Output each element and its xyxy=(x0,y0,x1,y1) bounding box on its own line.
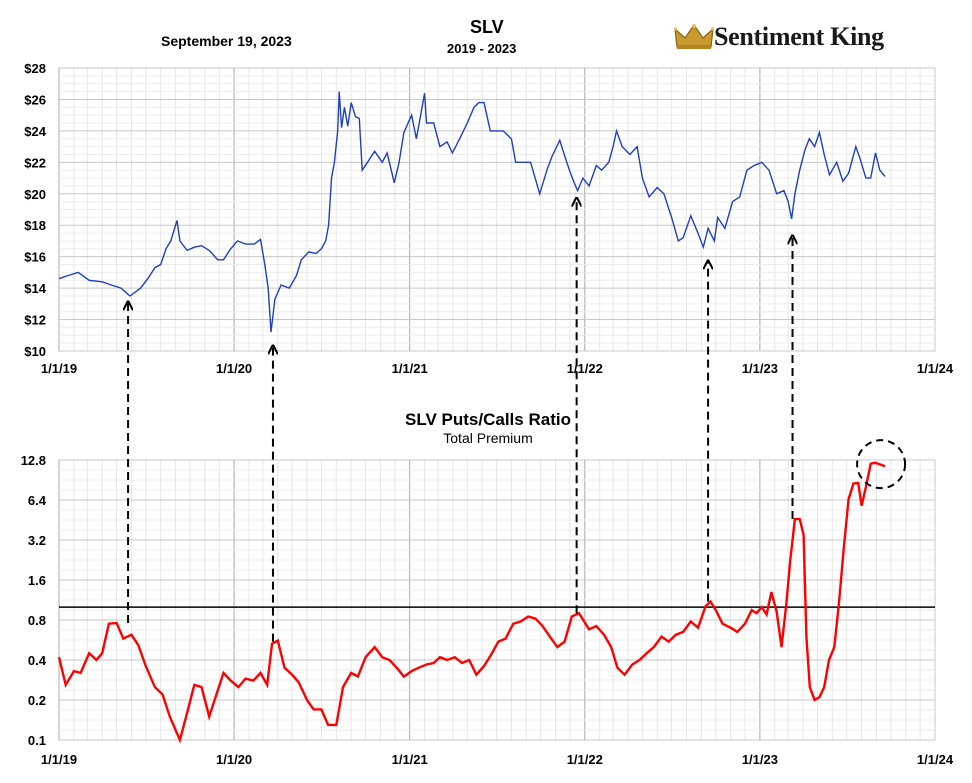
puts-calls-ratio-line xyxy=(57,461,886,744)
ratio-y-tick-label: 3.2 xyxy=(28,533,46,548)
price-x-tick-label: 1/1/22 xyxy=(567,361,603,376)
price-x-tick-label: 1/1/21 xyxy=(392,361,428,376)
ratio-y-tick-label: 1.6 xyxy=(28,573,46,588)
ratio-y-tick-label: 0.4 xyxy=(28,653,47,668)
ratio-y-tick-labels: 0.1 0.2 0.4 0.8 1.6 3.2 6.4 12.8 xyxy=(21,453,47,748)
price-y-tick-label: $16 xyxy=(24,250,46,265)
latest-reading-circle xyxy=(856,439,907,490)
signal-arrows xyxy=(128,198,792,642)
ratio-x-tick-label: 1/1/22 xyxy=(567,752,603,767)
report-date: September 19, 2023 xyxy=(161,33,292,49)
ratio-x-tick-label: 1/1/24 xyxy=(917,752,954,767)
crown-icon xyxy=(674,23,714,49)
slv-price-line xyxy=(58,91,886,333)
ratio-grid xyxy=(58,459,935,741)
ratio-y-tick-label: 0.1 xyxy=(28,733,46,748)
price-grid xyxy=(58,67,935,352)
price-chart: $10$12$14$16$18$20$22$24$26$28 1/1/19 1/1… xyxy=(24,61,954,376)
price-y-tick-label: $26 xyxy=(24,92,46,107)
ratio-y-tick-label: 0.8 xyxy=(28,613,46,628)
ratio-x-tick-label: 1/1/20 xyxy=(216,752,252,767)
price-chart-subtitle: 2019 - 2023 xyxy=(447,41,517,56)
price-x-tick-labels: 1/1/19 1/1/20 1/1/21 1/1/22 1/1/23 1/1/24 xyxy=(41,361,954,376)
brand-logo: Sentiment King xyxy=(674,22,884,52)
price-x-tick-label: 1/1/23 xyxy=(742,361,778,376)
price-y-tick-label: $18 xyxy=(24,218,46,233)
price-y-tick-label: $12 xyxy=(24,313,46,328)
price-y-tick-label: $10 xyxy=(24,344,46,359)
price-y-tick-labels: $10 $12 $14 $16 $18 $20 $22 $24 $26 $28 xyxy=(24,61,46,359)
price-y-tick-label: $22 xyxy=(24,155,46,170)
ratio-chart-subtitle: Total Premium xyxy=(443,430,532,446)
price-y-tick-label: $24 xyxy=(24,124,46,139)
ratio-y-tick-label: 0.2 xyxy=(28,693,46,708)
price-x-tick-label: 1/1/24 xyxy=(917,361,954,376)
ratio-chart: SLV Puts/Calls Ratio Total Premium 0.10.… xyxy=(21,410,954,767)
price-y-tick-label: $20 xyxy=(24,187,46,202)
price-x-tick-label: 1/1/20 xyxy=(216,361,252,376)
ratio-y-tick-label: 12.8 xyxy=(21,453,46,468)
ratio-x-tick-labels: 1/1/19 1/1/20 1/1/21 1/1/22 1/1/23 1/1/24 xyxy=(41,752,954,767)
ratio-x-tick-label: 1/1/23 xyxy=(742,752,778,767)
ratio-y-tick-label: 6.4 xyxy=(28,493,47,508)
ratio-chart-title: SLV Puts/Calls Ratio xyxy=(405,410,571,429)
ratio-x-tick-label: 1/1/21 xyxy=(392,752,428,767)
price-y-tick-label: $28 xyxy=(24,61,46,76)
price-chart-title: SLV xyxy=(470,17,504,37)
brand-name: Sentiment King xyxy=(714,22,884,51)
price-y-tick-label: $14 xyxy=(24,281,46,296)
price-x-tick-label: 1/1/19 xyxy=(41,361,77,376)
ratio-x-tick-label: 1/1/19 xyxy=(41,752,77,767)
